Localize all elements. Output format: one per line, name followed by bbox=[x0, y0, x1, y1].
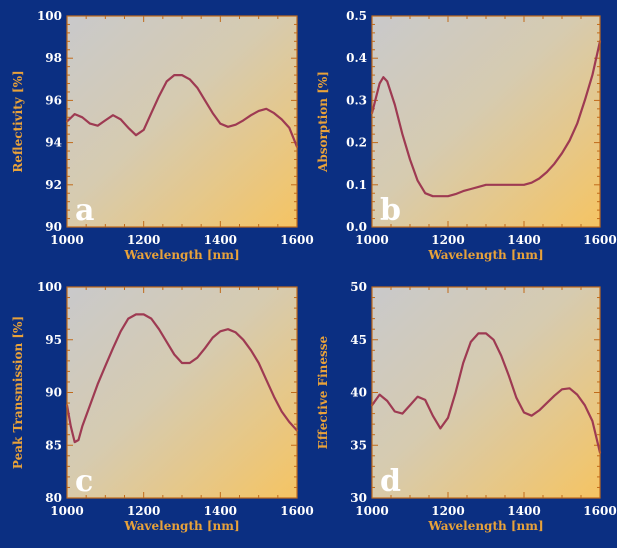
y-tick-label: 90 bbox=[45, 386, 62, 400]
x-tick-label: 1600 bbox=[280, 504, 313, 518]
chart-panel-a: 1000 1200 1400 1600 90 92 94 96 98 100 Wavelength … bbox=[11, 9, 314, 262]
x-tick-label: 1600 bbox=[583, 233, 616, 247]
y-tick-label: 98 bbox=[45, 51, 62, 65]
x-axis-title: Wavelength [nm] bbox=[427, 519, 543, 533]
y-tick-label: 96 bbox=[45, 93, 62, 107]
x-tick-label: 1200 bbox=[431, 233, 464, 247]
y-tick-label: 0.3 bbox=[346, 93, 367, 107]
y-tick-label: 95 bbox=[45, 333, 62, 347]
x-axis-title: Wavelength [nm] bbox=[427, 248, 543, 262]
y-tick-label: 85 bbox=[45, 438, 62, 452]
x-tick-label: 1000 bbox=[355, 233, 388, 247]
plot-frame bbox=[66, 15, 298, 228]
y-tick-label: 94 bbox=[45, 136, 62, 150]
y-tick-label: 40 bbox=[350, 386, 367, 400]
y-tick-label: 50 bbox=[350, 280, 367, 294]
y-tick-label: 0.5 bbox=[346, 9, 367, 23]
x-tick-label: 1000 bbox=[50, 233, 83, 247]
series-line-b bbox=[370, 40, 602, 198]
plot-area bbox=[372, 287, 600, 498]
panel-letter: c bbox=[75, 464, 93, 499]
y-tick-label: 90 bbox=[45, 220, 62, 234]
y-tick-label: 30 bbox=[350, 491, 367, 505]
y-tick-label: 45 bbox=[350, 333, 367, 347]
y-tick-label: 100 bbox=[37, 280, 62, 294]
panel-letter: a bbox=[75, 193, 94, 228]
chart-panel-b: 1000 1200 1400 1600 0.0 0.1 0.2 0.3 0.4 0.5 Wavele… bbox=[316, 9, 617, 262]
plot-frame bbox=[371, 286, 601, 499]
chart-panel-c: 1000 1200 1400 1600 80 85 90 95 100 Wavelength [n… bbox=[11, 280, 314, 533]
plot-area bbox=[67, 287, 297, 498]
y-tick-label: 35 bbox=[350, 438, 367, 452]
series-line-d bbox=[370, 332, 602, 454]
series-line-a bbox=[65, 74, 299, 148]
plot-area bbox=[67, 16, 297, 227]
plot-area bbox=[372, 16, 600, 227]
y-tick-label: 0.0 bbox=[346, 220, 367, 234]
panel-letter: b bbox=[380, 193, 401, 228]
series-line-c bbox=[65, 313, 299, 444]
x-tick-label: 1400 bbox=[204, 504, 237, 518]
x-tick-label: 1600 bbox=[280, 233, 313, 247]
y-tick-label: 80 bbox=[45, 491, 62, 505]
y-axis-title: Peak Transmission [%] bbox=[11, 316, 25, 469]
x-axis-title: Wavelength [nm] bbox=[123, 519, 239, 533]
x-tick-label: 1000 bbox=[355, 504, 388, 518]
x-axis-title: Wavelength [nm] bbox=[123, 248, 239, 262]
x-tick-label: 1400 bbox=[507, 504, 540, 518]
y-axis-title: Absorption [%] bbox=[316, 71, 330, 173]
y-tick-label: 0.4 bbox=[346, 51, 367, 65]
y-tick-label: 0.1 bbox=[346, 178, 367, 192]
x-tick-label: 1200 bbox=[431, 504, 464, 518]
y-tick-label: 100 bbox=[37, 9, 62, 23]
y-axis-title: Effective Finesse bbox=[316, 335, 330, 449]
y-axis-title: Reflectivity [%] bbox=[11, 70, 25, 172]
x-tick-label: 1400 bbox=[204, 233, 237, 247]
x-tick-label: 1400 bbox=[507, 233, 540, 247]
y-tick-label: 92 bbox=[45, 178, 62, 192]
plot-frame bbox=[66, 286, 298, 499]
x-tick-label: 1000 bbox=[50, 504, 83, 518]
x-tick-label: 1200 bbox=[127, 504, 160, 518]
plot-frame bbox=[371, 15, 601, 228]
y-tick-label: 0.2 bbox=[346, 136, 367, 150]
chart-panel-d: 1000 1200 1400 1600 30 35 40 45 50 Wavelength [nm… bbox=[316, 280, 617, 533]
x-tick-label: 1600 bbox=[583, 504, 616, 518]
panel-letter: d bbox=[380, 464, 401, 499]
x-tick-label: 1200 bbox=[127, 233, 160, 247]
